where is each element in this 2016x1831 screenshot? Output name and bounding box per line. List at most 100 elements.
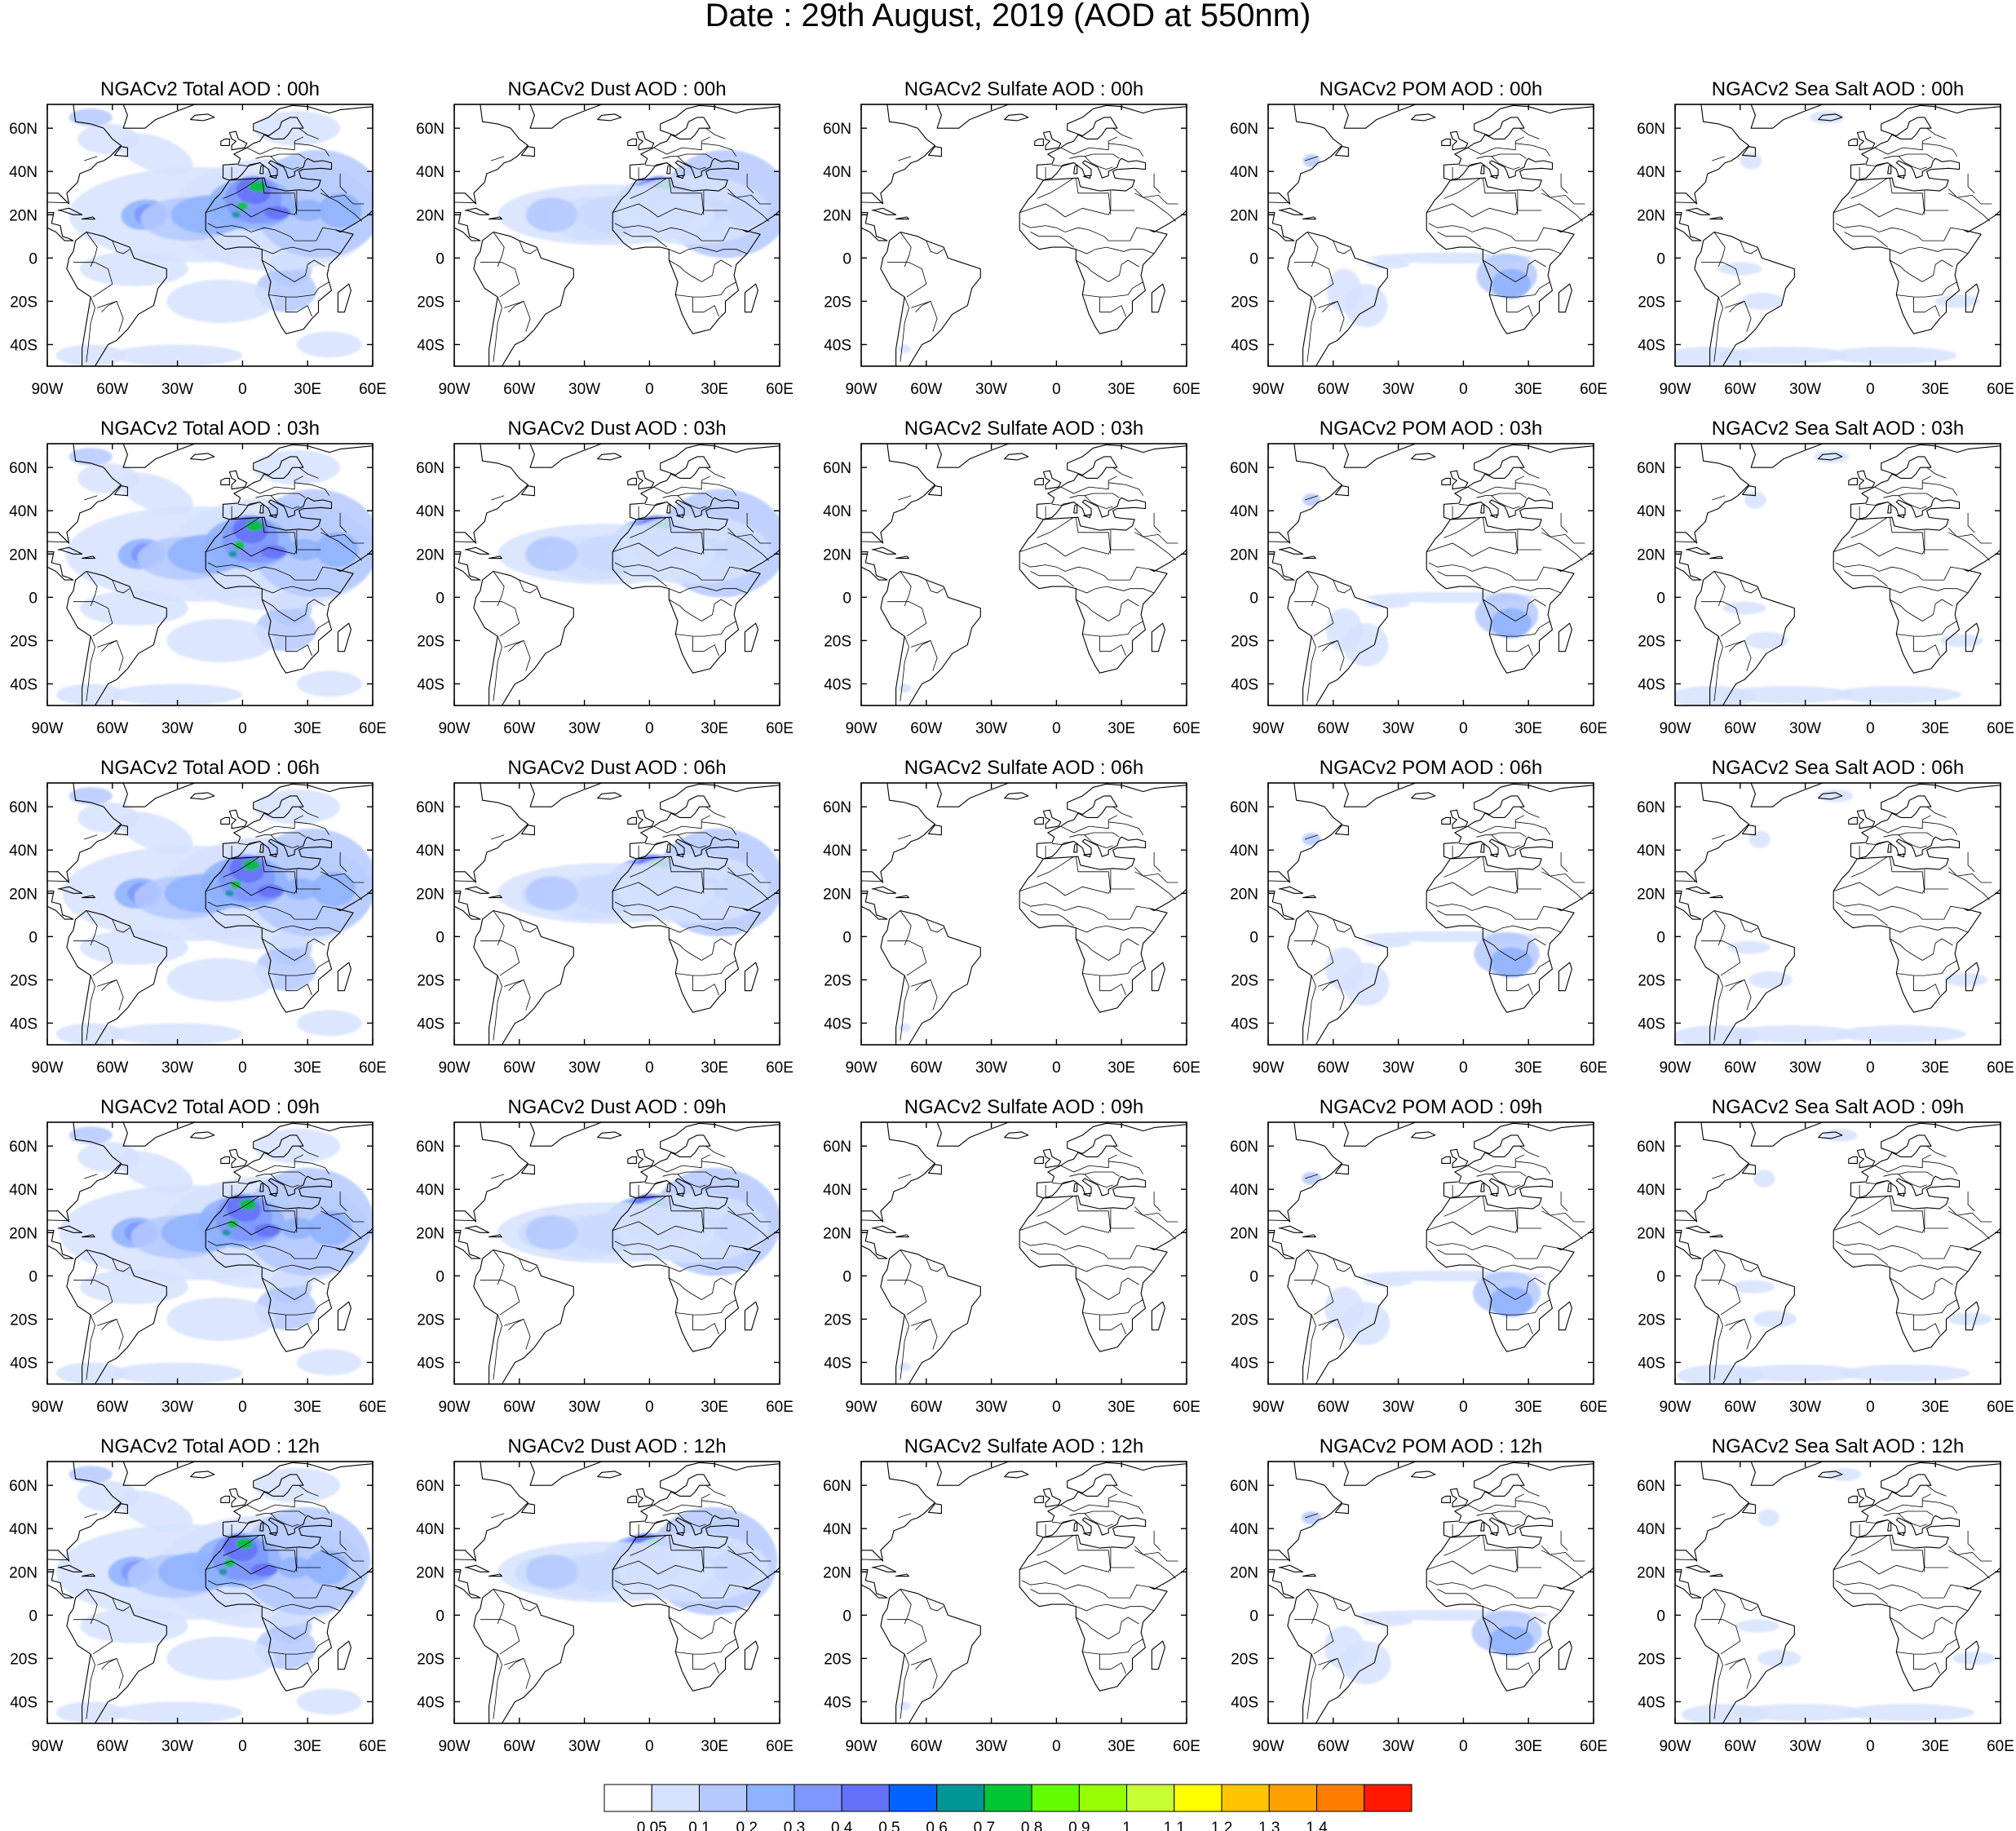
country-border	[1476, 153, 1527, 159]
country-border	[1076, 925, 1155, 933]
country-border	[900, 1653, 909, 1719]
country-border	[1037, 1195, 1074, 1217]
country-border	[1713, 1589, 1726, 1625]
aod-contour	[69, 787, 113, 805]
country-border	[1740, 579, 1758, 594]
aod-contour	[1343, 623, 1389, 667]
country-border	[900, 1314, 909, 1380]
country-border	[294, 1500, 330, 1514]
coastline	[936, 783, 1010, 807]
map-frame	[860, 443, 1187, 706]
country-border	[900, 635, 909, 701]
country-border	[926, 918, 944, 933]
coastline	[1426, 444, 1594, 674]
aod-contour	[236, 1538, 254, 1550]
country-border	[262, 599, 325, 621]
country-border	[1713, 635, 1723, 701]
coastline	[1426, 1122, 1594, 1352]
country-border	[1515, 1500, 1551, 1514]
y-tick-label: 60N	[416, 799, 444, 816]
coastline	[220, 477, 230, 485]
country-border	[705, 806, 726, 818]
country-border	[1713, 296, 1723, 362]
country-border	[1306, 1589, 1319, 1625]
coastline	[529, 104, 603, 129]
country-border	[1874, 136, 1932, 155]
y-tick-label: 40S	[417, 337, 444, 354]
country-border	[1322, 640, 1338, 652]
country-border	[1108, 1500, 1144, 1514]
aod-contour	[1735, 1704, 1867, 1722]
country-border	[1889, 517, 1925, 555]
country-border	[1489, 281, 1551, 298]
country-border	[320, 188, 365, 205]
coastline	[744, 283, 758, 313]
country-border	[320, 528, 365, 544]
coastline	[1856, 130, 1876, 151]
coastlines	[47, 783, 373, 1045]
x-tick-label: 30W	[1382, 720, 1414, 737]
country-border	[493, 1314, 502, 1380]
y-tick-label: 0	[435, 929, 444, 946]
y-tick-label: 60N	[1230, 121, 1258, 138]
y-tick-label: 40N	[823, 1521, 851, 1538]
x-tick-label: 30E	[1514, 720, 1542, 737]
coastline	[612, 1122, 780, 1352]
coastline	[82, 1234, 96, 1238]
aod-contour	[261, 545, 287, 559]
y-tick-label: 20N	[416, 1564, 444, 1581]
country-border	[1476, 1171, 1527, 1177]
y-tick-label: 40N	[1637, 1521, 1665, 1538]
map-frame	[453, 104, 780, 367]
country-border	[1082, 281, 1144, 298]
x-tick-label: 60E	[1987, 1738, 2014, 1755]
coastline	[1034, 138, 1044, 146]
country-border	[1890, 586, 1969, 594]
y-tick-label: 40N	[1230, 1521, 1258, 1538]
x-tick-label: 60E	[1987, 1399, 2014, 1416]
y-tick-label: 40N	[1230, 843, 1258, 860]
y-tick-label: 20S	[417, 1311, 444, 1329]
country-border	[493, 296, 502, 362]
y-tick-label: 40S	[824, 1015, 851, 1033]
aod-contour	[296, 1349, 362, 1376]
x-tick-label: 30E	[294, 1399, 321, 1416]
x-tick-label: 60W	[910, 381, 942, 398]
x-tick-label: 30E	[1921, 1059, 1949, 1077]
country-border	[508, 980, 524, 991]
coastline	[520, 146, 535, 157]
coastline	[612, 444, 780, 674]
country-border	[1428, 1241, 1557, 1259]
country-border	[1835, 901, 1964, 920]
y-tick-label: 20S	[417, 294, 444, 311]
x-tick-label: 90W	[438, 1399, 470, 1416]
x-tick-label: 60E	[1173, 381, 1200, 398]
y-tick-label: 40N	[9, 1182, 38, 1199]
country-border	[1491, 1513, 1520, 1528]
country-border	[669, 586, 748, 594]
coastline	[1965, 1301, 1979, 1331]
coastline	[1694, 909, 1795, 1045]
x-tick-label: 0	[1459, 720, 1468, 737]
country-border	[1713, 1314, 1723, 1380]
coastline	[259, 503, 264, 514]
country-border	[321, 1550, 362, 1579]
country-border	[480, 1619, 520, 1655]
x-tick-label: 30E	[1921, 720, 1949, 737]
country-border	[1069, 493, 1120, 498]
coastline	[1042, 809, 1062, 829]
coastline	[1343, 1462, 1417, 1486]
aod-contour	[55, 1023, 126, 1045]
x-tick-label: 0	[238, 720, 247, 737]
coastline	[1675, 104, 1749, 205]
coastline	[1278, 546, 1304, 555]
y-tick-label: 20N	[1637, 1564, 1665, 1581]
country-border	[1030, 232, 1074, 248]
aod-contour	[1749, 971, 1793, 989]
country-border	[1866, 1180, 1888, 1185]
coastline	[1741, 825, 1756, 836]
country-border	[623, 910, 667, 927]
aod-contour	[1827, 1467, 1862, 1481]
coastline	[936, 104, 1010, 129]
country-border	[1459, 1519, 1481, 1524]
